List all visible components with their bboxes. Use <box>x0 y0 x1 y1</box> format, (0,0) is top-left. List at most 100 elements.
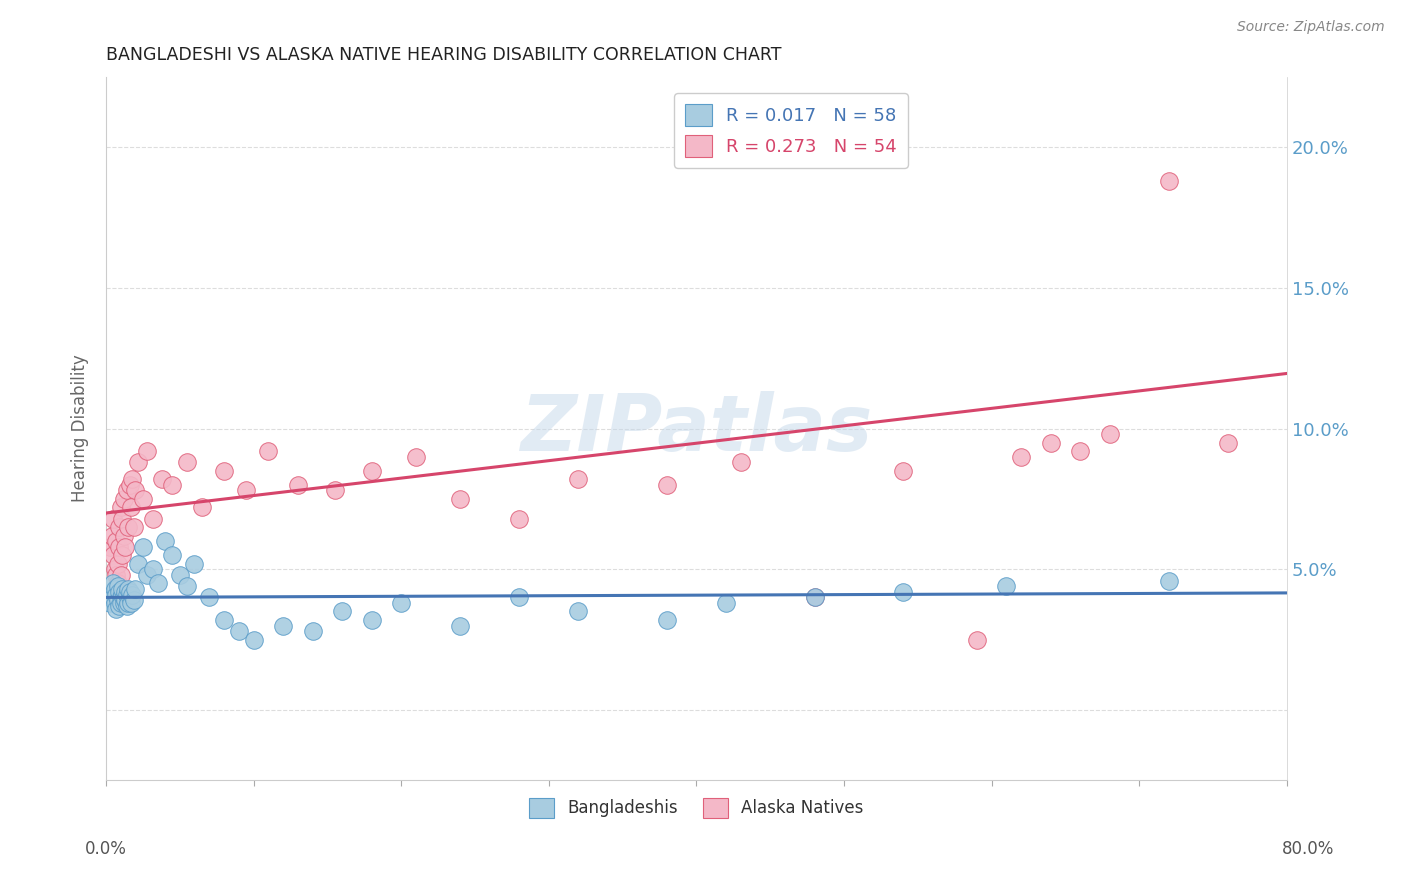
Point <box>212 464 235 478</box>
Point <box>111 582 134 596</box>
Point <box>132 491 155 506</box>
Text: 80.0%: 80.0% <box>1281 840 1334 858</box>
Point <box>104 562 127 576</box>
Text: BANGLADESHI VS ALASKA NATIVE HEARING DISABILITY CORRELATION CHART: BANGLADESHI VS ALASKA NATIVE HEARING DIS… <box>105 46 782 64</box>
Point <box>153 534 176 549</box>
Point <box>389 596 412 610</box>
Point <box>127 455 149 469</box>
Point <box>136 444 159 458</box>
Point <box>110 500 132 515</box>
Point <box>103 576 125 591</box>
Point <box>176 579 198 593</box>
Point <box>142 562 165 576</box>
Point <box>655 613 678 627</box>
Point <box>117 582 139 596</box>
Point <box>891 464 914 478</box>
Point <box>242 632 264 647</box>
Point <box>730 455 752 469</box>
Point <box>1098 427 1121 442</box>
Point <box>108 520 131 534</box>
Point <box>966 632 988 647</box>
Point <box>176 455 198 469</box>
Point <box>105 601 128 615</box>
Point <box>122 593 145 607</box>
Point <box>655 478 678 492</box>
Point <box>103 591 125 605</box>
Point <box>1010 450 1032 464</box>
Point <box>105 588 128 602</box>
Point <box>111 548 134 562</box>
Point <box>449 491 471 506</box>
Point <box>162 548 184 562</box>
Point <box>1157 174 1180 188</box>
Point <box>228 624 250 639</box>
Point <box>118 478 141 492</box>
Point <box>995 579 1018 593</box>
Point <box>98 596 121 610</box>
Point <box>212 613 235 627</box>
Point <box>112 528 135 542</box>
Point <box>120 596 142 610</box>
Point <box>101 528 124 542</box>
Point <box>891 584 914 599</box>
Point <box>112 491 135 506</box>
Point <box>117 596 139 610</box>
Point <box>169 568 191 582</box>
Point <box>1039 435 1062 450</box>
Point <box>112 596 135 610</box>
Point <box>360 464 382 478</box>
Point <box>330 605 353 619</box>
Point <box>162 478 184 492</box>
Point <box>107 557 129 571</box>
Point <box>803 591 825 605</box>
Point <box>114 540 136 554</box>
Text: 0.0%: 0.0% <box>84 840 127 858</box>
Point <box>108 599 131 613</box>
Point <box>142 511 165 525</box>
Point <box>803 591 825 605</box>
Point <box>122 520 145 534</box>
Point <box>108 540 131 554</box>
Point <box>150 472 173 486</box>
Point <box>108 584 131 599</box>
Point <box>508 591 530 605</box>
Point <box>257 444 280 458</box>
Point <box>1157 574 1180 588</box>
Point <box>114 584 136 599</box>
Point <box>405 450 427 464</box>
Point <box>1216 435 1239 450</box>
Point <box>104 582 127 596</box>
Point <box>567 605 589 619</box>
Point <box>118 591 141 605</box>
Point <box>117 520 139 534</box>
Point <box>121 588 143 602</box>
Point <box>271 618 294 632</box>
Text: ZIPatlas: ZIPatlas <box>520 391 873 467</box>
Point <box>124 582 146 596</box>
Point <box>115 483 138 498</box>
Point <box>508 511 530 525</box>
Point <box>111 588 134 602</box>
Y-axis label: Hearing Disability: Hearing Disability <box>72 355 89 502</box>
Point <box>103 548 125 562</box>
Point <box>105 534 128 549</box>
Point <box>127 557 149 571</box>
Point <box>323 483 346 498</box>
Point <box>104 596 127 610</box>
Point <box>120 500 142 515</box>
Point <box>1069 444 1091 458</box>
Point <box>112 591 135 605</box>
Point <box>132 540 155 554</box>
Point <box>110 596 132 610</box>
Point <box>118 584 141 599</box>
Legend: Bangladeshis, Alaska Natives: Bangladeshis, Alaska Natives <box>523 791 870 825</box>
Point <box>115 599 138 613</box>
Point <box>191 500 214 515</box>
Point <box>146 576 169 591</box>
Point <box>103 511 125 525</box>
Point <box>121 472 143 486</box>
Point <box>114 593 136 607</box>
Point <box>107 576 129 591</box>
Point <box>198 591 221 605</box>
Point <box>183 557 205 571</box>
